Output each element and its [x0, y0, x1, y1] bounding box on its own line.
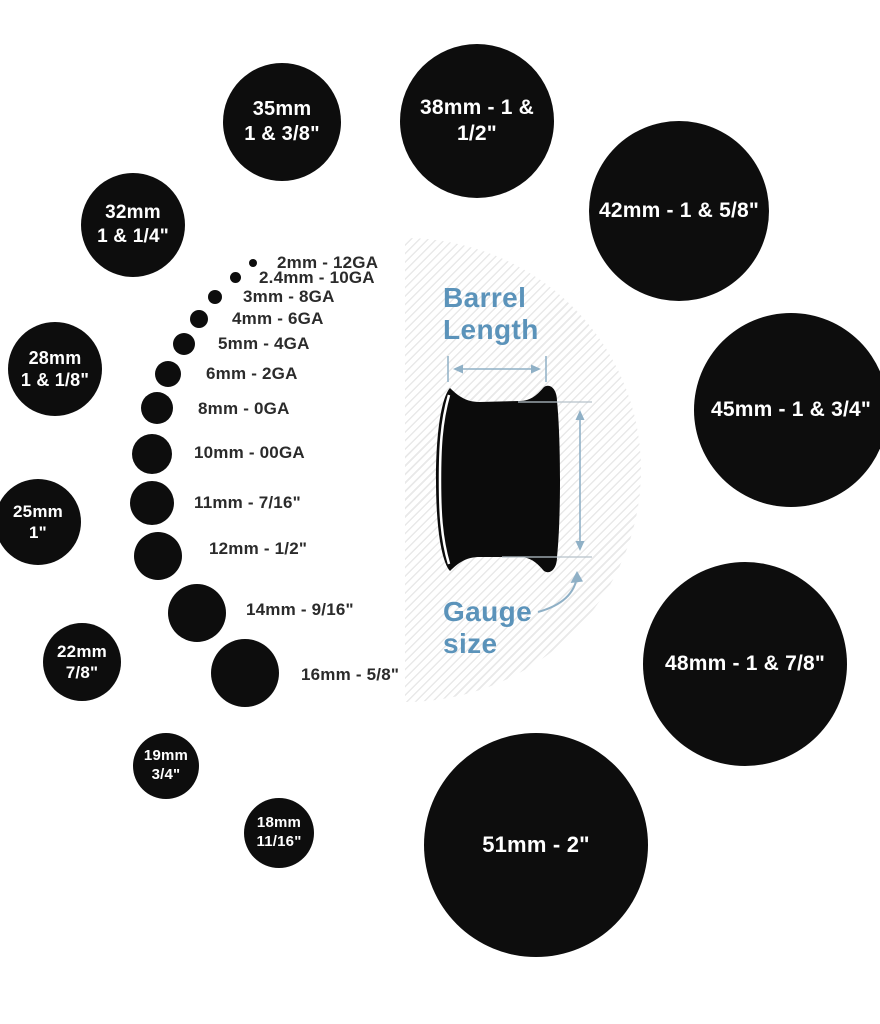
plug-illustration [436, 385, 560, 573]
plug-circle-45mm: 45mm - 1 & 3/4" [694, 313, 880, 507]
plug-circle-35mm: 35mm 1 & 3/8" [223, 63, 341, 181]
plug-circle-38mm: 38mm - 1 & 1/2" [400, 44, 554, 198]
barrel-length-label-line2: Length [443, 313, 539, 345]
gauge-label-10mm: 10mm - 00GA [194, 443, 305, 462]
plug-size-mm: 28mm [28, 347, 82, 368]
gauge-label-3mm: 3mm - 8GA [243, 287, 335, 306]
plug-size-label: 42mm - 1 & 5/8" [598, 198, 760, 222]
plug-size-mm: 22mm [57, 641, 107, 661]
gauge-dot-2mm [249, 259, 257, 267]
plug-size-mm: 35mm [252, 98, 312, 120]
gauge-dot-5mm [173, 333, 195, 355]
plug-circle-32mm: 32mm 1 & 1/4" [81, 173, 185, 277]
plug-circle-25mm: 25mm 1" [0, 479, 81, 565]
plug-size-label: 45mm - 1 & 3/4" [710, 397, 872, 421]
gauge-size-label: Gauge size [443, 596, 532, 660]
gauge-dot-10mm [132, 434, 172, 474]
plug-size-label: 38mm - 1 & 1/2" [419, 95, 535, 145]
plug-circle-19mm: 19mm 3/4" [133, 733, 199, 799]
gauge-dot-14mm [168, 584, 226, 642]
plug-circle-22mm: 22mm 7/8" [43, 623, 121, 701]
reference-lines [502, 401, 592, 558]
gauge-size-label-line2: size [443, 627, 498, 659]
gauge-label-4mm: 4mm - 6GA [232, 309, 324, 328]
plug-circle-42mm: 42mm - 1 & 5/8" [589, 121, 769, 301]
plug-size-inch: 11/16" [256, 833, 302, 850]
gauge-label-14mm: 14mm - 9/16" [246, 600, 354, 619]
gauge-dot-8mm [141, 392, 173, 424]
gauge-label-6mm: 6mm - 2GA [206, 364, 298, 383]
barrel-length-label: Barrel Length [443, 282, 539, 346]
gauge-dot-11mm [130, 481, 174, 525]
gauge-size-pointer [537, 571, 583, 613]
gauge-dot-4mm [190, 310, 208, 328]
plug-size-mm: 32mm [105, 202, 161, 224]
plug-measurement-diagram [436, 356, 592, 613]
gauge-dot-3mm [208, 290, 222, 304]
barrel-length-label-line1: Barrel [443, 282, 527, 313]
gauge-label-2-4mm: 2.4mm - 10GA [259, 268, 375, 287]
plug-size-mm: 18mm [256, 814, 302, 832]
plug-circle-28mm: 28mm 1 & 1/8" [8, 322, 102, 416]
gauge-size-label-line1: Gauge [443, 596, 533, 627]
plug-size-inch: 1 & 3/8" [244, 123, 320, 145]
gauge-label-11mm: 11mm - 7/16" [194, 493, 301, 512]
gauge-dot-6mm [155, 361, 181, 387]
gauge-label-5mm: 5mm - 4GA [218, 334, 310, 353]
plug-size-inch: 7/8" [65, 663, 99, 682]
plug-size-inch: 3/4" [151, 766, 181, 783]
plug-circle-18mm: 18mm 11/16" [244, 798, 314, 868]
gauge-size-arrow [575, 410, 585, 551]
flare-highlight [438, 394, 451, 565]
plug-circle-48mm: 48mm - 1 & 7/8" [643, 562, 847, 766]
gauge-label-2mm: 2mm - 12GA [277, 253, 379, 272]
plug-size-label: 51mm - 2" [482, 832, 590, 858]
gauge-dot-16mm [211, 639, 279, 707]
plug-size-mm: 25mm [13, 501, 63, 521]
gauge-label-12mm: 12mm - 1/2" [209, 539, 308, 558]
gauge-dot-2-4mm [230, 272, 241, 283]
gauge-label-8mm: 8mm - 0GA [198, 399, 290, 418]
gauge-dot-12mm [134, 532, 182, 580]
plug-size-inch: 1 & 1/4" [97, 226, 169, 247]
plug-size-inch: 1" [29, 523, 47, 542]
plug-circle-51mm: 51mm - 2" [424, 733, 648, 957]
gauge-label-16mm: 16mm - 5/8" [301, 665, 400, 684]
barrel-length-arrow [447, 356, 547, 382]
plug-size-label: 48mm - 1 & 7/8" [664, 651, 826, 675]
plug-size-mm: 19mm [143, 747, 189, 765]
plug-size-inch: 1 & 1/8" [20, 370, 90, 390]
